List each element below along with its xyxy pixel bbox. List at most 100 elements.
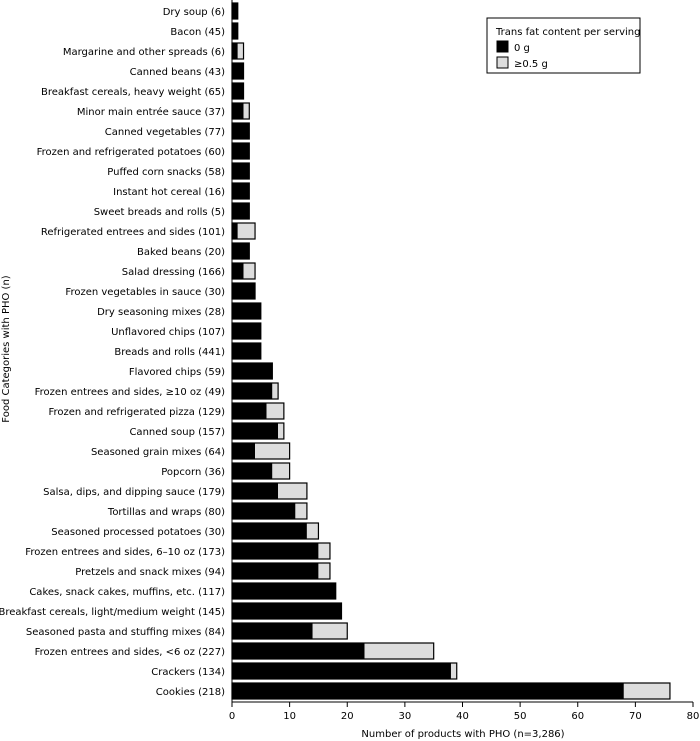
category-label: Cookies (218)	[156, 687, 225, 698]
bar-segment-0-5g	[318, 543, 330, 559]
x-axis-title: Number of products with PHO (n=3,286)	[361, 729, 564, 740]
bar-segment-0-5g	[318, 563, 330, 579]
legend-title: Trans fat content per serving	[495, 27, 640, 38]
bar-segment-0g	[232, 283, 256, 299]
category-label: Sweet breads and rolls (5)	[94, 207, 225, 218]
category-label: Bacon (45)	[170, 27, 225, 38]
bar-segment-0g	[232, 323, 261, 339]
category-label: Breakfast cereals, light/medium weight (…	[0, 607, 225, 618]
bar-segment-0g	[232, 603, 342, 619]
bar-segment-0g	[232, 223, 238, 239]
bar-segment-0-5g	[255, 443, 290, 459]
legend-swatch-0g	[496, 40, 509, 53]
category-label: Tortillas and wraps (80)	[107, 507, 225, 518]
bar-segment-0g	[232, 3, 238, 19]
category-label: Salad dressing (166)	[122, 267, 225, 278]
bar-segment-0-5g	[278, 423, 284, 439]
category-label: Seasoned grain mixes (64)	[91, 447, 225, 458]
bar-segment-0g	[232, 163, 250, 179]
y-axis-title: Food Categories with PHO (n)	[1, 275, 12, 422]
category-label: Cakes, snack cakes, muffins, etc. (117)	[29, 587, 225, 598]
category-label: Canned vegetables (77)	[105, 127, 225, 138]
category-label: Frozen and refrigerated potatoes (60)	[37, 147, 225, 158]
legend-swatch-0-5g	[496, 56, 509, 69]
bar-segment-0g	[232, 123, 250, 139]
legend-label-0g: 0 g	[514, 43, 530, 54]
bar-segment-0-5g	[243, 103, 250, 119]
bar-segment-0-5g	[272, 383, 279, 399]
x-tick-label: 50	[514, 711, 527, 722]
bar-segment-0g	[232, 463, 273, 479]
bar-segment-0g	[232, 23, 238, 39]
category-label: Seasoned pasta and stuffing mixes (84)	[26, 627, 225, 638]
bar-segment-0g	[232, 683, 624, 699]
bar-segment-0g	[232, 503, 296, 519]
category-label: Minor main entrée sauce (37)	[77, 106, 225, 118]
category-label: Refrigerated entrees and sides (101)	[41, 227, 225, 238]
bar-segment-0g	[232, 623, 313, 639]
bar-segment-0g	[232, 143, 250, 159]
bar-segment-0g	[232, 523, 307, 539]
x-tick-label: 70	[629, 711, 642, 722]
bar-segment-0-5g	[266, 403, 284, 419]
category-label: Flavored chips (59)	[129, 367, 225, 378]
bar-segment-0-5g	[295, 503, 307, 519]
bar-segment-0g	[232, 423, 279, 439]
bar-segment-0g	[232, 363, 273, 379]
bar-segment-0g	[232, 43, 238, 59]
bar-segment-0g	[232, 583, 336, 599]
bar-segment-0-5g	[623, 683, 670, 699]
bar-segment-0-5g	[278, 483, 307, 499]
x-tick-label: 60	[571, 711, 584, 722]
category-label: Puffed corn snacks (58)	[107, 167, 225, 178]
bar-segment-0g	[232, 203, 250, 219]
category-label: Crackers (134)	[151, 667, 225, 678]
category-label: Popcorn (36)	[161, 467, 225, 478]
bar-segment-0-5g	[450, 663, 457, 679]
x-tick-label: 80	[687, 711, 700, 722]
category-label: Canned beans (43)	[130, 67, 225, 78]
category-label: Frozen entrees and sides, <6 oz (227)	[35, 647, 225, 658]
category-label: Baked beans (20)	[137, 247, 225, 258]
category-label: Frozen entrees and sides, 6–10 oz (173)	[25, 547, 225, 558]
bar-segment-0g	[232, 103, 244, 119]
x-tick-label: 30	[399, 711, 412, 722]
bar-segment-0g	[232, 263, 244, 279]
category-label: Frozen entrees and sides, ≥10 oz (49)	[35, 387, 225, 398]
bar-segment-0g	[232, 383, 273, 399]
bar-segment-0g	[232, 563, 319, 579]
category-labels: Dry soup (6) Bacon (45) Margarine and othe…	[0, 7, 225, 698]
legend: Trans fat content per serving 0 g ≥0.5 g	[486, 17, 641, 74]
bar-segment-0g	[232, 303, 261, 319]
bars-group	[231, 2, 671, 700]
category-label: Canned soup (157)	[129, 427, 225, 438]
x-tick-label: 10	[283, 711, 296, 722]
legend-box	[486, 17, 641, 74]
bar-segment-0-5g	[237, 223, 256, 239]
category-label: Frozen and refrigerated pizza (129)	[48, 407, 225, 418]
bar-segment-0g	[232, 343, 261, 359]
bar-segment-0-5g	[237, 43, 244, 59]
category-label: Dry seasoning mixes (28)	[97, 307, 225, 318]
x-tick-label: 0	[229, 711, 235, 722]
bar-segment-0-5g	[364, 643, 434, 659]
x-tick-label: 40	[456, 711, 469, 722]
bar-segment-0g	[232, 243, 250, 259]
bar-segment-0-5g	[306, 523, 319, 539]
category-label: Dry soup (6)	[163, 7, 225, 18]
category-label: Frozen vegetables in sauce (30)	[65, 287, 225, 298]
category-label: Instant hot cereal (16)	[113, 187, 225, 198]
legend-label-0-5g: ≥0.5 g	[514, 59, 548, 70]
bar-segment-0g	[232, 63, 244, 79]
category-label: Margarine and other spreads (6)	[63, 47, 225, 58]
category-label: Salsa, dips, and dipping sauce (179)	[43, 487, 225, 498]
category-label: Breakfast cereals, heavy weight (65)	[41, 87, 225, 98]
category-label: Unflavored chips (107)	[111, 327, 225, 338]
bar-segment-0-5g	[312, 623, 348, 639]
x-tick-label: 20	[341, 711, 354, 722]
category-label: Seasoned processed potatoes (30)	[51, 527, 225, 538]
x-ticks: 0 10 20 30 40 50 60 70 80	[229, 702, 700, 722]
bar-segment-0g	[232, 403, 267, 419]
bar-segment-0g	[232, 183, 250, 199]
